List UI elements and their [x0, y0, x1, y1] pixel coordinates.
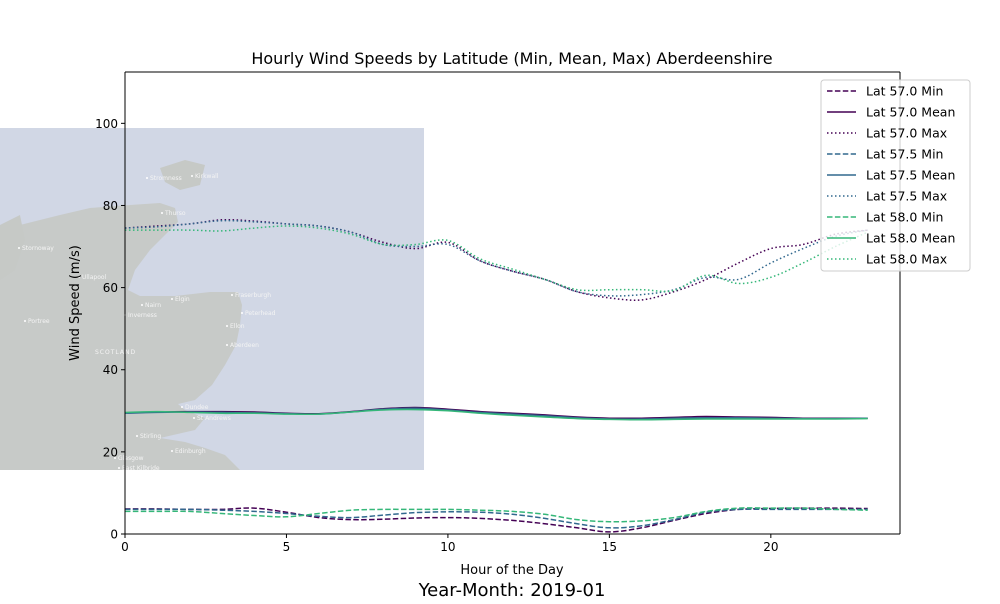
map-place-dot	[171, 450, 173, 452]
map-place-dot	[191, 175, 193, 177]
legend-label: Lat 58.0 Min	[866, 210, 943, 225]
map-place-dot	[193, 417, 195, 419]
map-place-label: Ullapool	[82, 274, 107, 281]
map-place-dot	[146, 177, 148, 179]
y-tick-label: 80	[103, 199, 118, 213]
map-place-dot	[114, 457, 116, 459]
series-line-lat-57-5-min	[124, 508, 868, 529]
x-tick-label: 5	[283, 540, 291, 554]
map-place-dot	[141, 304, 143, 306]
legend-label: Lat 57.0 Min	[866, 84, 943, 99]
map-place-dot	[118, 467, 120, 469]
y-axis-label: Wind Speed (m/s)	[68, 245, 83, 361]
y-tick-label: 100	[95, 117, 118, 131]
map-land-mainland	[0, 203, 242, 470]
series-line-lat-58-0-mean	[124, 408, 868, 421]
x-tick-label: 15	[602, 540, 617, 554]
x-tick-label: 10	[440, 540, 455, 554]
map-place-label: Stromness	[150, 175, 182, 182]
x-tick-label: 20	[763, 540, 778, 554]
series-line-lat-58-0-max	[124, 225, 869, 293]
map-place-label: Nairn	[145, 302, 161, 309]
x-axis-label: Hour of the Day	[460, 563, 564, 578]
series-line-lat-57-5-max	[124, 219, 868, 297]
map-land-hebrides	[0, 215, 25, 280]
map-place-label: Ellon	[230, 323, 245, 330]
map-place-label: Stornoway	[22, 245, 54, 252]
y-tick-label: 60	[103, 281, 118, 295]
map-place-dot	[226, 344, 228, 346]
x-axis-ticks: 0 5 10 15 20	[121, 534, 778, 554]
y-tick-label: 40	[103, 363, 118, 377]
legend-label: Lat 57.5 Max	[866, 189, 947, 204]
map-place-dot	[181, 406, 183, 408]
year-month-label: Year-Month: 2019-01	[418, 580, 606, 600]
map-place-dot	[241, 312, 243, 314]
legend: Lat 57.0 Min Lat 57.0 Mean Lat 57.0 Max Lat…	[820, 79, 971, 272]
map-place-label: Dundee	[185, 404, 209, 411]
map-labels: Stromness Kirkwall Thurso Stornoway Ullapool…	[18, 173, 276, 472]
legend-label: Lat 58.0 Mean	[866, 231, 955, 246]
legend-label: Lat 57.5 Min	[866, 147, 943, 162]
legend-label: Lat 57.5 Mean	[866, 168, 955, 183]
map-place-label: East Kilbride	[122, 465, 160, 472]
map-place-label: Peterhead	[245, 310, 276, 317]
map-place-dot	[78, 276, 80, 278]
map-place-label: Inverness	[128, 312, 157, 319]
map-place-label: Glasgow	[118, 455, 144, 462]
map-place-dot	[226, 325, 228, 327]
legend-label: Lat 57.0 Mean	[866, 105, 955, 120]
map-place-label: Thurso	[164, 210, 186, 217]
map-place-dot	[24, 320, 26, 322]
map-place-label: Portree	[28, 318, 50, 325]
map-region-label: SCOTLAND	[95, 349, 136, 356]
legend-label: Lat 57.0 Max	[866, 126, 947, 141]
y-tick-label: 0	[110, 528, 118, 542]
series-line-lat-57-0-mean	[124, 406, 868, 420]
map-place-label: Kirkwall	[195, 173, 219, 180]
map-place-dot	[18, 247, 20, 249]
map-place-dot	[136, 435, 138, 437]
map-land-orkney	[160, 160, 205, 190]
series-line-lat-58-0-min	[124, 507, 868, 523]
map-place-label: Elgin	[175, 296, 190, 303]
map-place-label: Fraserburgh	[235, 292, 271, 299]
plot-area	[124, 218, 869, 533]
series-line-lat-57-0-min	[124, 507, 868, 533]
map-place-dot	[231, 294, 233, 296]
y-axis-ticks: 0 20 40 60 80 100	[95, 117, 125, 542]
chart-title: Hourly Wind Speeds by Latitude (Min, Mea…	[251, 49, 772, 68]
map-place-label: St Andrews	[197, 415, 231, 422]
map-place-dot	[171, 298, 173, 300]
y-tick-label: 20	[103, 445, 118, 459]
map-place-label: Stirling	[140, 433, 161, 440]
map-place-label: Edinburgh	[175, 448, 206, 455]
map-place-dot	[161, 212, 163, 214]
map-place-label: Aberdeen	[230, 342, 259, 349]
legend-label: Lat 58.0 Max	[866, 252, 947, 267]
x-tick-label: 0	[121, 540, 129, 554]
